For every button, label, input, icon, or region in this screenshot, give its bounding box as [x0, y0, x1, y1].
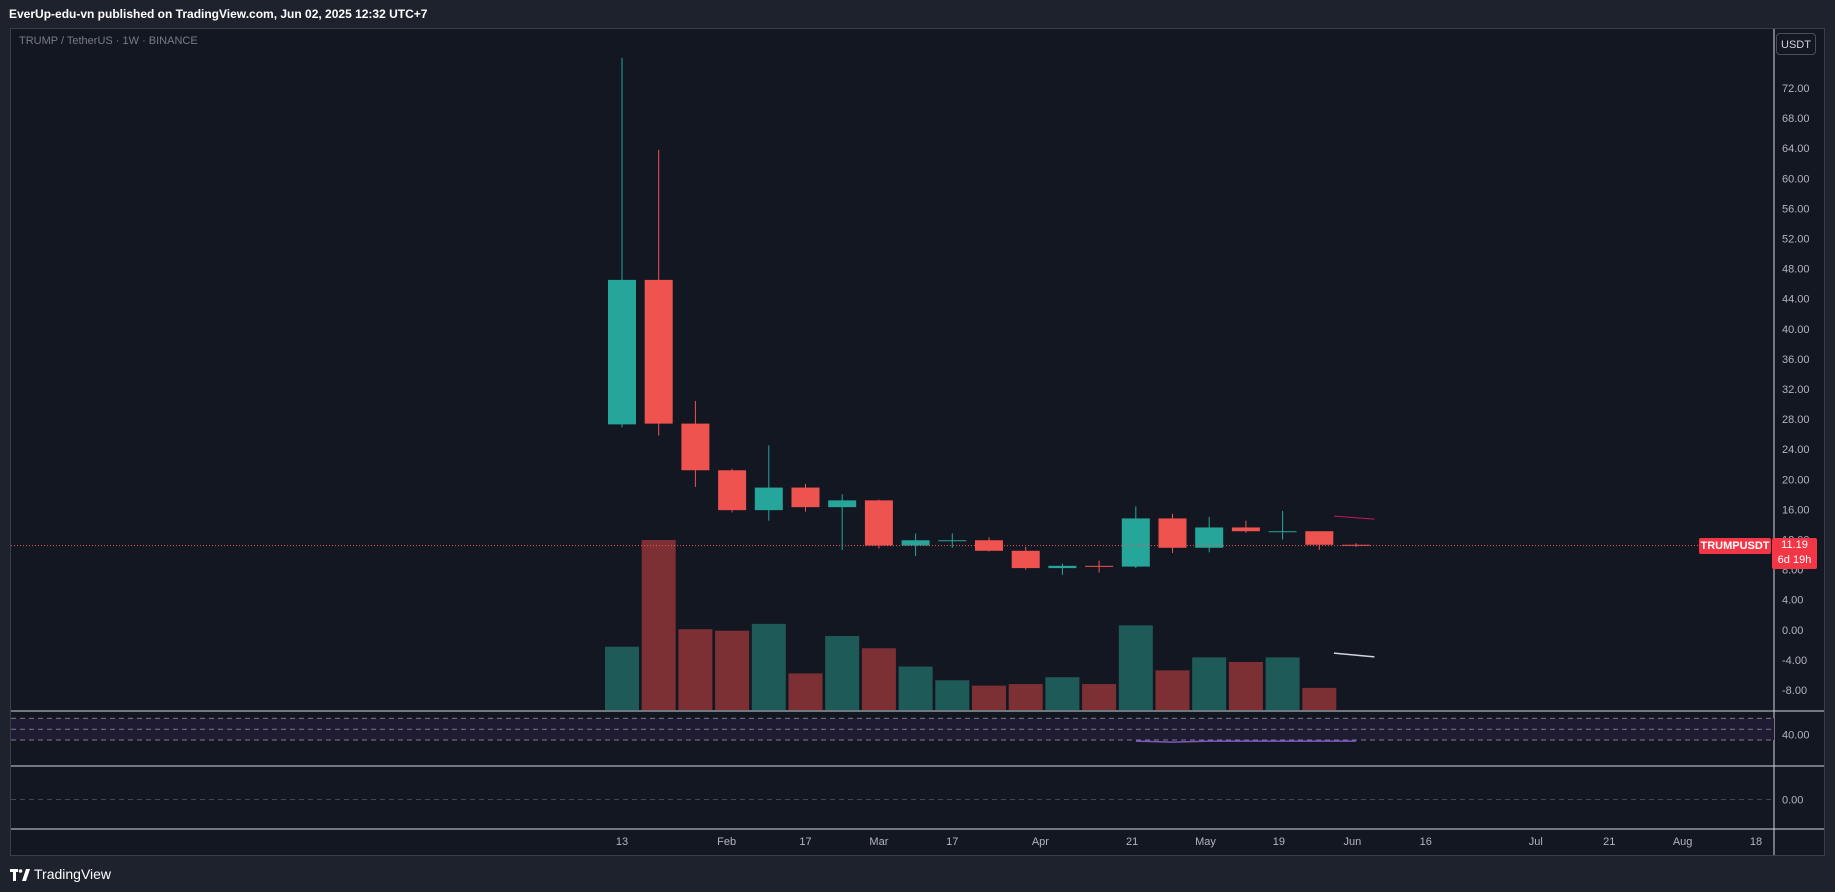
candle-body	[1268, 531, 1297, 533]
time-tick-label: 17	[799, 836, 811, 848]
volume-bar	[751, 623, 786, 710]
price-tick-label: 4.00	[1782, 595, 1803, 607]
time-tick-label: May	[1195, 836, 1216, 848]
rsi-tick-label: 40.00	[1782, 730, 1810, 742]
rsi-band	[11, 718, 1774, 740]
ticker-badge: TRUMPUSDT	[1699, 538, 1771, 554]
time-tick-label: 21	[1603, 836, 1615, 848]
candle-body	[681, 423, 710, 471]
price-tick-label: 68.00	[1782, 113, 1810, 125]
volume-bar	[1192, 657, 1227, 710]
volume-bar	[1008, 684, 1043, 710]
time-tick-label: 18	[1750, 836, 1762, 848]
volume-bar	[1118, 625, 1153, 710]
brand-name: TradingView	[34, 866, 112, 882]
volume-bar	[641, 540, 676, 710]
volume-bar	[605, 646, 639, 710]
volume-bar	[715, 630, 750, 710]
candle-body	[864, 500, 893, 546]
candle-body	[1048, 565, 1077, 569]
candle-body	[1158, 518, 1187, 548]
price-tick-label: 40.00	[1782, 324, 1810, 336]
footer: TradingView	[0, 856, 1835, 892]
time-tick-label: Apr	[1032, 836, 1049, 848]
time-tick-label: Feb	[717, 836, 736, 848]
volume-bar	[1265, 657, 1300, 710]
price-tick-label: -8.00	[1782, 685, 1807, 697]
price-tick-label: 36.00	[1782, 354, 1810, 366]
price-tick-label: 60.00	[1782, 173, 1810, 185]
time-tick-label: Mar	[869, 836, 888, 848]
price-tick-label: 28.00	[1782, 414, 1810, 426]
candle-body	[718, 470, 747, 511]
price-tick-label: 24.00	[1782, 444, 1810, 456]
price-tick-label: 52.00	[1782, 234, 1810, 246]
candle-body	[1231, 527, 1260, 532]
symbol-label: TRUMP / TetherUS · 1W · BINANCE	[19, 35, 198, 47]
volume-bar	[788, 673, 823, 710]
volume-bar	[861, 648, 896, 710]
volume-bar	[1082, 684, 1117, 710]
volume-bar	[972, 685, 1006, 710]
volume-bar	[935, 680, 970, 710]
volume-bar	[825, 636, 860, 710]
currency-button[interactable]: USDT	[1776, 33, 1816, 55]
last-price-badge: TRUMPUSDT 11.19 6d 19h	[1699, 538, 1817, 569]
tradingview-logo-icon	[10, 868, 30, 881]
price-tick-label: 48.00	[1782, 264, 1810, 276]
time-tick-label: 17	[946, 836, 958, 848]
chart-frame[interactable]: 40.00 0.00 72.00 68.00 64.00 60.00 56.00 52.00 4…	[10, 28, 1825, 856]
last-price: 11.19	[1781, 539, 1808, 551]
white-forecast-line	[1333, 652, 1375, 658]
candle-body	[1195, 527, 1224, 548]
time-tick-label: Jul	[1529, 836, 1543, 848]
volume-bar	[1228, 661, 1263, 710]
price-tick-label: 32.00	[1782, 384, 1810, 396]
publish-title: EverUp-edu-vn published on TradingView.c…	[9, 7, 428, 21]
chart-canvas[interactable]: 40.00 0.00 72.00 68.00 64.00 60.00 56.00 52.00 4…	[11, 29, 1824, 855]
candle-body	[1305, 531, 1334, 545]
candle-body	[754, 487, 783, 511]
price-tick-label: 64.00	[1782, 143, 1810, 155]
volume-bar	[678, 629, 713, 710]
tradingview-logo[interactable]: TradingView	[10, 866, 111, 882]
volume-bar	[1045, 677, 1080, 710]
candle-body	[1011, 550, 1040, 569]
time-tick-label: Jun	[1343, 836, 1361, 848]
price-tick-label: 20.00	[1782, 474, 1810, 486]
candle-body	[608, 279, 636, 425]
candle-body	[1085, 565, 1114, 567]
price-tick-label: 44.00	[1782, 294, 1810, 306]
rsi-line	[1135, 740, 1356, 743]
time-tick-label: 19	[1273, 836, 1285, 848]
candle-body	[1121, 518, 1150, 567]
last-price-value: 11.19 6d 19h	[1772, 538, 1817, 569]
volume-bar	[1155, 670, 1190, 710]
publish-header: EverUp-edu-vn published on TradingView.c…	[0, 0, 1835, 28]
candle-body	[938, 540, 967, 542]
bar-countdown: 6d 19h	[1777, 554, 1812, 566]
price-tick-label: -4.00	[1782, 655, 1807, 667]
candle-body	[644, 279, 673, 424]
price-tick-label: 16.00	[1782, 504, 1810, 516]
volume-bar	[1302, 687, 1337, 710]
candle-body	[828, 500, 857, 508]
osc-tick-label: 0.00	[1782, 795, 1803, 807]
time-tick-label: 16	[1420, 836, 1432, 848]
candle-body	[901, 540, 930, 546]
time-tick-label: 21	[1126, 836, 1138, 848]
time-tick-label: Aug	[1673, 836, 1693, 848]
price-tick-label: 56.00	[1782, 203, 1810, 215]
chart-background	[11, 29, 1824, 855]
time-tick-label: 13	[616, 836, 628, 848]
volume-bar	[898, 666, 933, 710]
price-tick-label: 0.00	[1782, 625, 1803, 637]
candle-body	[791, 487, 820, 508]
red-forecast-line	[1333, 515, 1375, 520]
price-tick-label: 72.00	[1782, 83, 1810, 95]
